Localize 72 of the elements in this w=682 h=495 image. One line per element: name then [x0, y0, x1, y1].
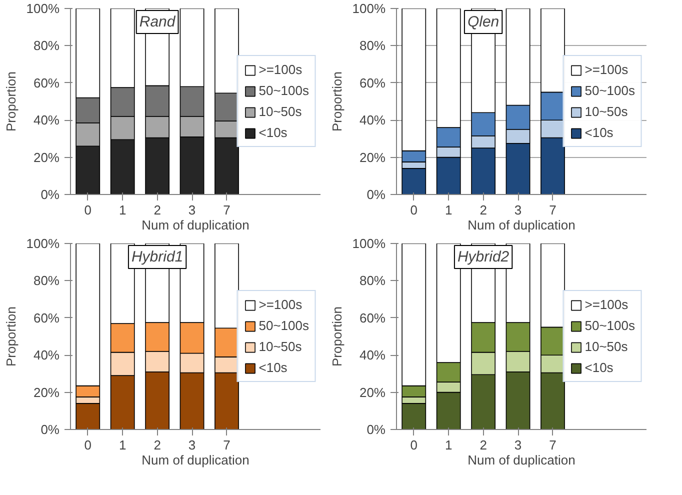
y-tick-label: 20%: [359, 384, 386, 400]
x-tick-label: 0: [410, 202, 418, 218]
y-tick-label: 80%: [33, 273, 60, 288]
x-tick-label: 2: [154, 202, 161, 218]
y-tick-label: 80%: [33, 38, 60, 54]
y-tick-label: 100%: [26, 1, 60, 16]
legend-label: 10~50s: [584, 339, 628, 354]
x-tick-label: 7: [549, 202, 556, 218]
x-axis-title: Num of duplication: [468, 452, 576, 468]
x-tick-label: 1: [118, 438, 126, 452]
y-axis-title: Proportion: [329, 306, 344, 366]
legend-label: >=100s: [584, 62, 628, 77]
legend-label: 10~50s: [584, 104, 628, 119]
y-tick-label: 0%: [40, 187, 60, 202]
legend-label: <10s: [584, 360, 614, 375]
legend-label: >=100s: [584, 297, 628, 312]
chart-title: Rand: [139, 14, 176, 30]
legend-label: <10s: [258, 125, 288, 140]
y-tick-label: 100%: [26, 236, 60, 251]
x-tick-label: 3: [514, 202, 522, 218]
x-tick-label: 2: [480, 202, 487, 218]
x-axis-title: Num of duplication: [142, 452, 250, 468]
legend-label: 10~50s: [258, 104, 302, 119]
x-tick-label: 1: [444, 438, 452, 452]
legend-label: <10s: [258, 360, 288, 375]
legend-label: 10~50s: [258, 339, 302, 354]
y-tick-label: 40%: [33, 112, 60, 128]
legend-label: 50~100s: [584, 83, 635, 98]
y-tick-label: 100%: [352, 1, 386, 16]
y-tick-label: 40%: [359, 112, 386, 128]
x-tick-label: 7: [223, 202, 230, 218]
x-tick-label: 3: [514, 438, 522, 452]
y-tick-label: 100%: [352, 236, 386, 251]
y-tick-label: 20%: [33, 384, 60, 400]
legend-label: 50~100s: [584, 318, 635, 333]
x-tick-label: 3: [188, 202, 196, 218]
legend-label: 50~100s: [258, 318, 309, 333]
chart-title: Hybrid2: [457, 248, 510, 266]
x-tick-label: 3: [188, 438, 196, 452]
x-axis-title: Num of duplication: [142, 218, 250, 232]
chart-title: Qlen: [467, 14, 500, 30]
y-axis-title: Proportion: [3, 72, 18, 132]
x-tick-label: 1: [118, 202, 126, 218]
y-tick-label: 80%: [359, 38, 386, 54]
y-tick-label: 20%: [359, 150, 386, 165]
x-tick-label: 0: [84, 202, 92, 218]
y-tick-label: 20%: [33, 150, 60, 165]
y-tick-label: 40%: [359, 348, 386, 363]
legend-label: >=100s: [258, 297, 302, 312]
x-tick-label: 0: [84, 438, 92, 452]
y-tick-label: 40%: [33, 348, 60, 363]
x-tick-label: 1: [444, 202, 452, 218]
y-tick-label: 0%: [40, 422, 60, 437]
x-tick-label: 7: [223, 438, 230, 452]
y-tick-label: 60%: [359, 310, 386, 326]
y-tick-label: 60%: [33, 75, 60, 90]
legend-label: >=100s: [258, 62, 302, 77]
x-tick-label: 7: [549, 438, 556, 452]
x-axis-title: Num of duplication: [468, 218, 576, 232]
legend-label: 50~100s: [258, 83, 309, 98]
x-tick-label: 2: [154, 438, 161, 452]
chart-title: Hybrid1: [131, 248, 184, 266]
y-tick-label: 80%: [359, 273, 386, 288]
legend-label: <10s: [584, 125, 614, 140]
y-tick-label: 60%: [359, 75, 386, 90]
y-tick-label: 0%: [366, 187, 386, 202]
y-axis-title: Proportion: [329, 72, 344, 132]
y-axis-title: Proportion: [3, 306, 18, 366]
x-tick-label: 0: [410, 438, 418, 452]
y-tick-label: 0%: [366, 422, 386, 437]
x-tick-label: 2: [480, 438, 487, 452]
y-tick-label: 60%: [33, 310, 60, 326]
